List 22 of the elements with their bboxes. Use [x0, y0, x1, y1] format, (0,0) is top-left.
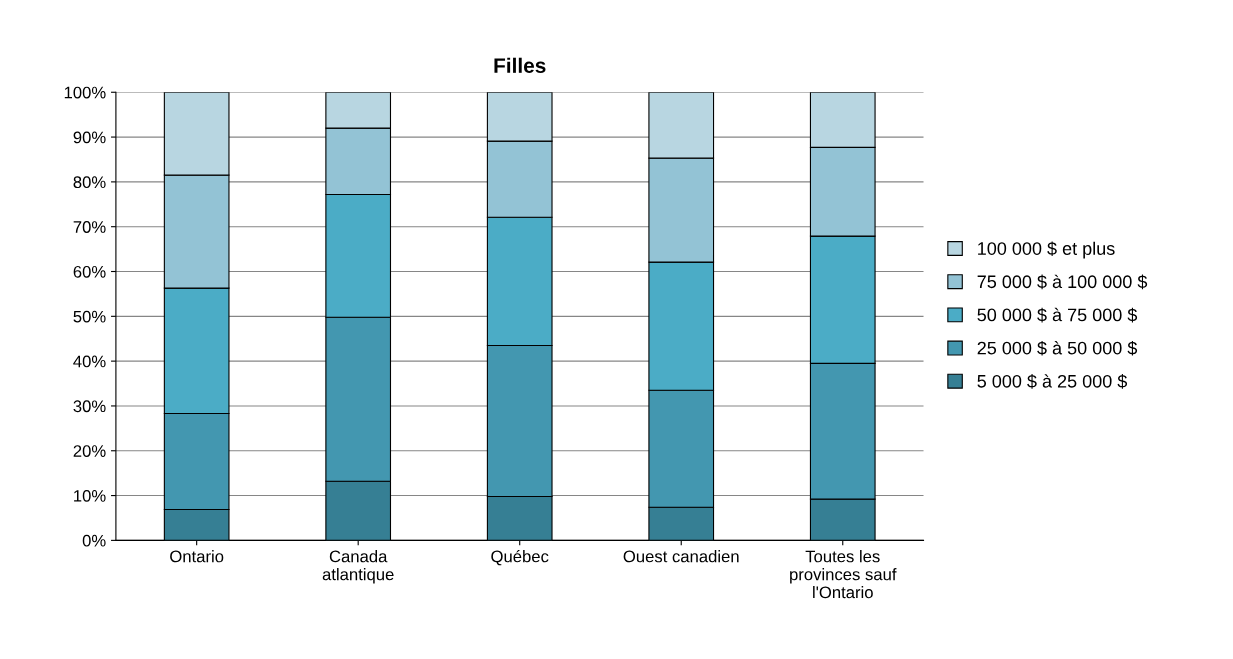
y-tick-label: 100%: [64, 86, 106, 99]
x-tick-label: Ouest canadien: [623, 550, 739, 563]
x-tick-label: Canada atlantique: [322, 550, 394, 584]
legend-label: 100 000 $ et plus: [978, 241, 1115, 259]
y-tick-label: 30%: [73, 400, 106, 413]
legend-label: 25 000 $ à 50 000 $: [977, 340, 1138, 356]
y-tick-label: 40%: [73, 355, 106, 368]
y-tick-label: 50%: [73, 310, 106, 323]
y-tick-label: 0%: [82, 534, 106, 547]
x-tick-label: Ontario: [170, 550, 224, 563]
legend-label: 50 000 $ à 75 000 $: [977, 307, 1138, 323]
legend-label: 75 000 $ à 100 000 $: [977, 274, 1148, 290]
y-tick-label: 10%: [74, 489, 106, 502]
y-tick-label: 90%: [73, 131, 106, 144]
x-tick-label: Toutes les provinces sauf l'Ontario: [790, 550, 897, 599]
legend-label: 5 000 $ à 25 000 $: [977, 374, 1128, 389]
y-tick-label: 60%: [73, 265, 106, 278]
y-tick-label: 20%: [73, 445, 106, 457]
x-tick-label: Québec: [491, 549, 549, 566]
y-tick-label: 80%: [73, 176, 106, 189]
chart-title: Filles: [494, 57, 546, 74]
y-tick-label: 70%: [73, 221, 106, 233]
